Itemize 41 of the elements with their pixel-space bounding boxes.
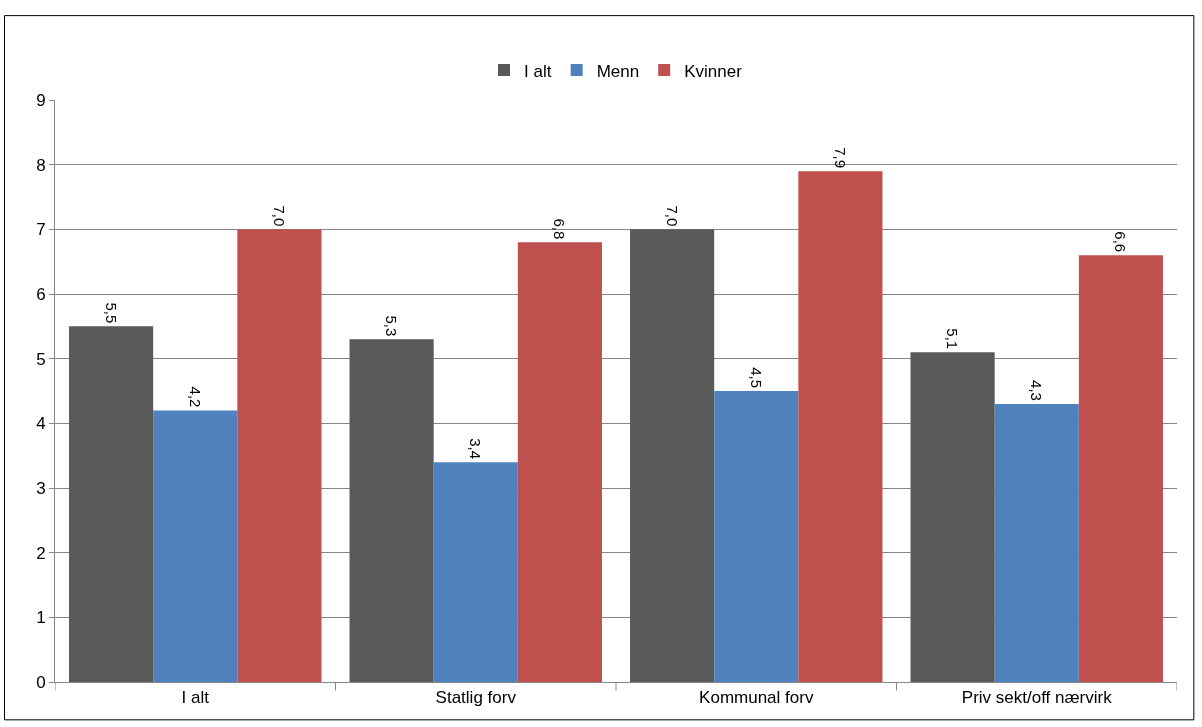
- data-label: 5,3: [383, 315, 401, 337]
- data-label: 7,0: [270, 205, 288, 227]
- legend-label: I alt: [524, 61, 552, 81]
- bar: [994, 403, 1079, 682]
- y-tick-label: 7: [36, 220, 46, 240]
- bar: [349, 339, 434, 682]
- bar: [69, 326, 154, 682]
- x-tick-label: Priv sekt/off nærvirk: [961, 688, 1113, 708]
- data-label: 5,1: [944, 328, 962, 350]
- data-label: 4,3: [1028, 380, 1046, 401]
- y-tick-label: 3: [36, 478, 46, 498]
- bar: [714, 391, 799, 682]
- bar: [433, 462, 518, 682]
- x-tick-label: Kommunal forv: [699, 688, 814, 708]
- bar: [1078, 255, 1163, 682]
- legend-label: Menn: [596, 61, 640, 81]
- data-label: 7,9: [831, 147, 849, 169]
- legend-label: Kvinner: [684, 61, 743, 81]
- data-label: 5,5: [102, 302, 120, 324]
- y-tick-label: 9: [36, 90, 46, 110]
- x-tick-label: Statlig forv: [435, 688, 517, 708]
- y-tick-label: 1: [36, 608, 46, 628]
- bar: [910, 352, 995, 682]
- y-tick-label: 6: [36, 284, 46, 304]
- y-tick-label: 8: [36, 155, 46, 175]
- data-label: 6,8: [551, 218, 569, 240]
- bar: [237, 229, 322, 682]
- data-label: 3,4: [467, 438, 485, 460]
- y-tick-label: 4: [36, 414, 46, 434]
- bar: [798, 171, 883, 682]
- bar: [153, 410, 238, 682]
- data-label: 4,2: [186, 386, 204, 408]
- data-label: 4,5: [747, 367, 765, 388]
- data-label: 6,6: [1112, 231, 1130, 253]
- x-tick-label: I alt: [181, 688, 210, 708]
- data-label: 7,0: [663, 205, 681, 227]
- y-tick-label: 2: [36, 543, 46, 563]
- bar: [630, 229, 715, 682]
- bar: [517, 242, 602, 682]
- y-tick-label: 0: [36, 672, 46, 692]
- y-tick-label: 5: [36, 349, 46, 369]
